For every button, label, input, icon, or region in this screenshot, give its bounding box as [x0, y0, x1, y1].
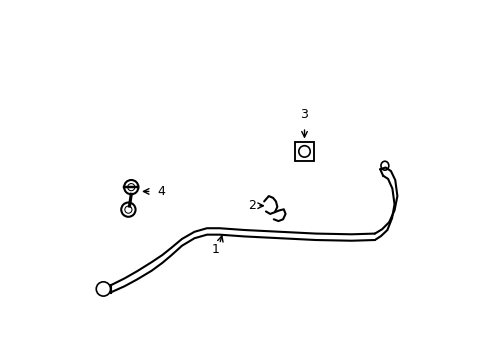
Text: 3: 3	[300, 108, 308, 121]
Text: 1: 1	[212, 243, 220, 256]
Text: 2: 2	[247, 199, 255, 212]
Text: 4: 4	[157, 185, 164, 198]
